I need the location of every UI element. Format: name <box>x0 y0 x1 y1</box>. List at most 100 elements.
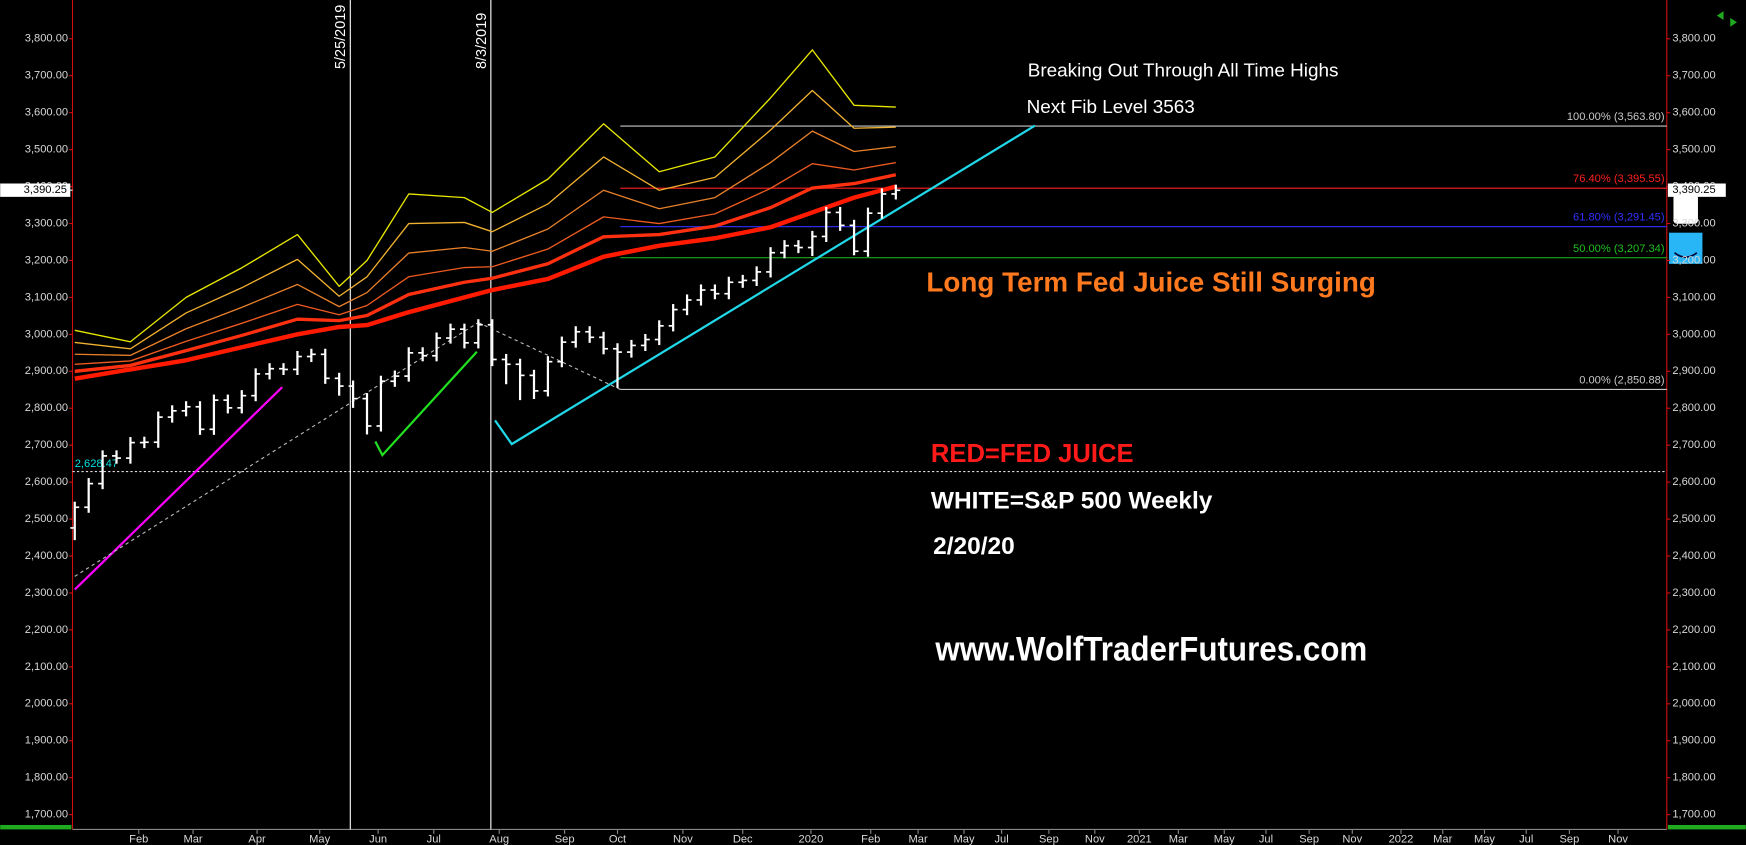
fib-label: 61.80% (3,291.45) <box>1573 212 1665 224</box>
x-tick-label: Mar <box>1433 833 1452 845</box>
x-tick-label: Jul <box>1259 833 1273 845</box>
y-tick-label: 1,800.00 <box>1672 772 1715 784</box>
x-tick-label: Dec <box>733 833 753 845</box>
y-tick-label: 2,300.00 <box>1672 587 1715 599</box>
annotation: RED=FED JUICE <box>931 440 1134 468</box>
ribbon-line <box>74 173 897 373</box>
x-tick-label: Jun <box>369 833 387 845</box>
x-tick-label: Nov <box>1342 833 1362 845</box>
event-label: 8/3/2019 <box>474 13 490 69</box>
y-tick-label: 2,700.00 <box>25 439 68 451</box>
y-tick-label: 3,500.00 <box>1672 144 1715 156</box>
annotation: Breaking Out Through All Time Highs <box>1028 60 1339 81</box>
y-tick-label: 1,900.00 <box>25 735 68 747</box>
last-price-box <box>1667 183 1726 197</box>
y-tick-label: 3,600.00 <box>1672 107 1715 119</box>
y-tick-label: 2,800.00 <box>1672 402 1715 414</box>
y-tick-label: 3,100.00 <box>25 291 68 303</box>
y-tick-label: 2,700.00 <box>1672 439 1715 451</box>
x-tick-label: May <box>1474 833 1495 845</box>
y-tick-label: 3,000.00 <box>1672 328 1715 340</box>
y-tick-label: 2,900.00 <box>25 365 68 377</box>
y-tick-label: 2,600.00 <box>25 476 68 488</box>
annotation: Next Fib Level 3563 <box>1027 97 1195 118</box>
x-tick-label: Sep <box>1299 833 1319 845</box>
y-tick-label: 2,200.00 <box>1672 624 1715 636</box>
swap-icon[interactable] <box>1716 11 1737 27</box>
last-price-label: 3,390.25 <box>24 184 67 196</box>
trendline <box>73 386 283 591</box>
y-tick-label: 3,700.00 <box>1672 70 1715 82</box>
x-tick-label: Nov <box>673 833 693 845</box>
y-tick-label: 1,900.00 <box>1672 735 1715 747</box>
y-tick-label: 2,000.00 <box>25 698 68 710</box>
y-tick-label: 2,100.00 <box>1672 661 1715 673</box>
y-tick-label: 2,400.00 <box>25 550 68 562</box>
x-tick-label: Oct <box>609 833 627 845</box>
y-tick-label: 2,400.00 <box>1672 550 1715 562</box>
y-tick-label: 2,500.00 <box>1672 513 1715 525</box>
fib-label: 50.00% (3,207.34) <box>1573 243 1665 255</box>
y-tick-label: 3,100.00 <box>1672 291 1715 303</box>
x-tick-label: Mar <box>1169 833 1188 845</box>
x-tick-label: Sep <box>1559 833 1579 845</box>
x-tick-label: Jul <box>427 833 441 845</box>
y-tick-label: 1,700.00 <box>1672 809 1715 821</box>
event-label: 5/25/2019 <box>333 5 349 69</box>
y-tick-label: 3,000.00 <box>25 328 68 340</box>
annotation: Long Term Fed Juice Still Surging <box>926 266 1375 297</box>
y-tick-label: 3,800.00 <box>1672 33 1715 45</box>
y-tick-label: 2,900.00 <box>1672 365 1715 377</box>
trendline <box>374 350 478 458</box>
x-tick-label: Nov <box>1085 833 1105 845</box>
ribbon-line <box>74 184 897 381</box>
x-tick-label: Mar <box>909 833 928 845</box>
y-tick-label: 3,500.00 <box>25 144 68 156</box>
status-bar <box>0 824 72 830</box>
x-tick-label: 2020 <box>799 833 824 845</box>
y-tick-label: 3,200.00 <box>1672 254 1715 266</box>
y-tick-label: 3,600.00 <box>25 107 68 119</box>
x-tick-label: Aug <box>489 833 509 845</box>
y-tick-label: 3,700.00 <box>25 70 68 82</box>
x-tick-label: May <box>953 833 974 845</box>
annotation: www.WolfTraderFutures.com <box>934 630 1367 668</box>
y-tick-label: 2,500.00 <box>25 513 68 525</box>
toolbar-icon[interactable] <box>1669 11 1737 264</box>
x-tick-label: Feb <box>861 833 880 845</box>
y-tick-label: 3,300.00 <box>25 217 68 229</box>
x-tick-label: May <box>309 833 330 845</box>
x-tick-label: Mar <box>183 833 202 845</box>
fib-label: 76.40% (3,395.55) <box>1573 173 1665 185</box>
annotation: WHITE=S&P 500 Weekly <box>931 488 1213 515</box>
y-tick-label: 2,600.00 <box>1672 476 1715 488</box>
ribbon-line <box>74 161 896 365</box>
status-bar <box>1667 824 1746 830</box>
y-tick-label: 2,800.00 <box>25 402 68 414</box>
trendline <box>494 124 1036 446</box>
ribbon-line <box>74 49 896 343</box>
x-tick-label: Jul <box>1519 833 1533 845</box>
pen-icon[interactable] <box>1673 194 1698 224</box>
ribbon-line <box>74 130 896 357</box>
x-tick-label: Sep <box>555 833 575 845</box>
y-tick-label: 2,300.00 <box>25 587 68 599</box>
trendline <box>74 322 479 577</box>
y-tick-label: 2,100.00 <box>25 661 68 673</box>
y-tick-label: 3,800.00 <box>25 33 68 45</box>
x-tick-label: 2021 <box>1127 833 1152 845</box>
x-tick-label: Apr <box>248 833 266 845</box>
x-tick-label: Nov <box>1608 833 1628 845</box>
y-tick-label: 2,200.00 <box>25 624 68 636</box>
annotation: 2/20/20 <box>933 533 1015 560</box>
ribbon-line <box>74 89 896 350</box>
y-tick-label: 2,000.00 <box>1672 698 1715 710</box>
x-tick-label: Jul <box>994 833 1008 845</box>
smile-icon[interactable] <box>1669 232 1703 264</box>
y-tick-label: 3,200.00 <box>25 254 68 266</box>
x-tick-label: May <box>1214 833 1235 845</box>
y-tick-label: 1,800.00 <box>25 772 68 784</box>
